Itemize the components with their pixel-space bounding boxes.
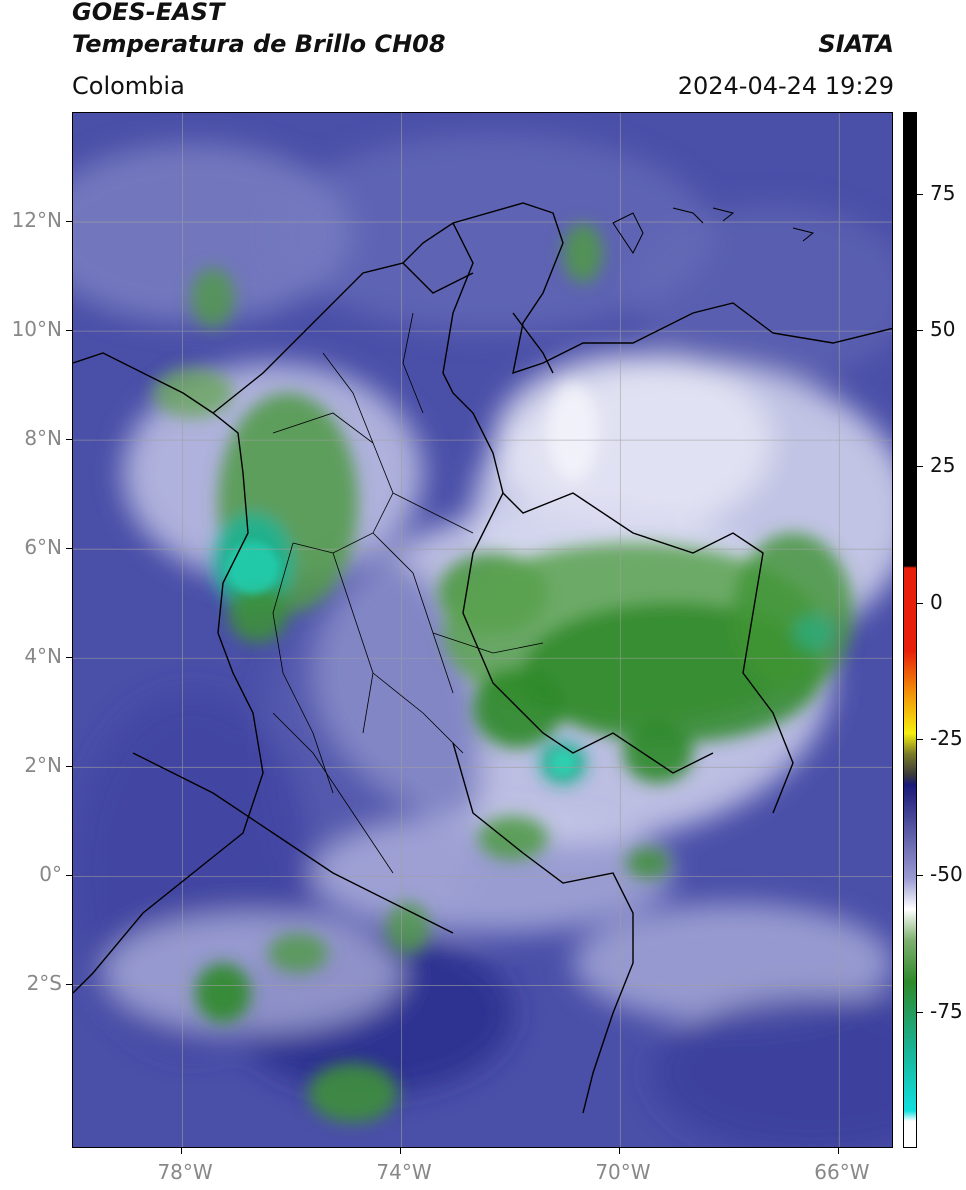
lon-tick-mark [619,1148,621,1154]
colorbar-tick-label: 0 [930,589,943,614]
colorbar-tick-mark [917,739,923,741]
lake-maracaibo [512,312,554,374]
teal-cores [227,542,575,775]
colorbar-tick-label: 25 [930,453,956,478]
lon-tick-mark [400,1148,402,1154]
internal-border-1 [462,492,714,774]
region-label: Colombia [72,72,185,100]
lat-tick-label: 2°N [24,753,62,778]
colorbar-tick-mark [917,330,923,332]
colorbar-tick-label: -75 [930,998,963,1023]
lon-tick-label: 78°W [157,1160,213,1184]
green-cloud-tops [153,223,853,1123]
north-coast [402,262,474,294]
lat-tick-mark [66,221,72,223]
borders [73,202,892,1114]
departments [272,312,544,874]
lat-tick-mark [66,984,72,986]
lat-tick-mark [66,439,72,441]
colorbar-tick-label: 75 [930,180,956,205]
colorbar-tick-mark [917,193,923,195]
title-line-2: Temperatura de Brillo CH08 [72,30,446,58]
datetime-label: 2024-04-24 19:29 [677,72,894,100]
colorbar-tick-mark [917,466,923,468]
colorbar-tick-label: 50 [930,317,956,342]
colombia-peru-brazil-border [452,742,634,1114]
lat-tick-label: 10°N [11,317,62,342]
map-canvas [73,113,892,1147]
brand-label: SIATA [818,30,894,58]
lat-tick-label: 8°N [24,426,62,451]
lat-tick-mark [66,657,72,659]
pacific-coast [73,352,264,994]
lon-tick-mark [181,1148,183,1154]
colorbar [903,112,917,1148]
lon-tick-label: 74°W [376,1160,432,1184]
lon-tick-label: 66°W [814,1160,870,1184]
title-line-1: GOES-EAST [72,0,225,26]
colorbar-tick-label: -25 [930,726,963,751]
colorbar-tick-mark [917,875,923,877]
lat-tick-label: 0° [39,862,62,887]
lat-tick-label: 6°N [24,535,62,560]
gridlines [73,113,892,1147]
lon-tick-mark [838,1148,840,1154]
lat-tick-label: 2°S [26,971,62,996]
lat-tick-mark [66,548,72,550]
lat-tick-label: 4°N [24,644,62,669]
lon-tick-label: 70°W [595,1160,651,1184]
lat-tick-mark [66,330,72,332]
lat-tick-mark [66,875,72,877]
ecuador-border [132,752,454,934]
islands [612,207,815,254]
lat-tick-mark [66,766,72,768]
colorbar-tick-mark [917,602,923,604]
venezuela-coast [452,202,892,375]
colorbar-gradient [904,113,916,1147]
satellite-map[interactable] [72,112,893,1148]
lat-tick-label: 12°N [11,208,62,233]
colorbar-tick-label: -50 [930,862,963,887]
colorbar-tick-mark [917,1011,923,1013]
